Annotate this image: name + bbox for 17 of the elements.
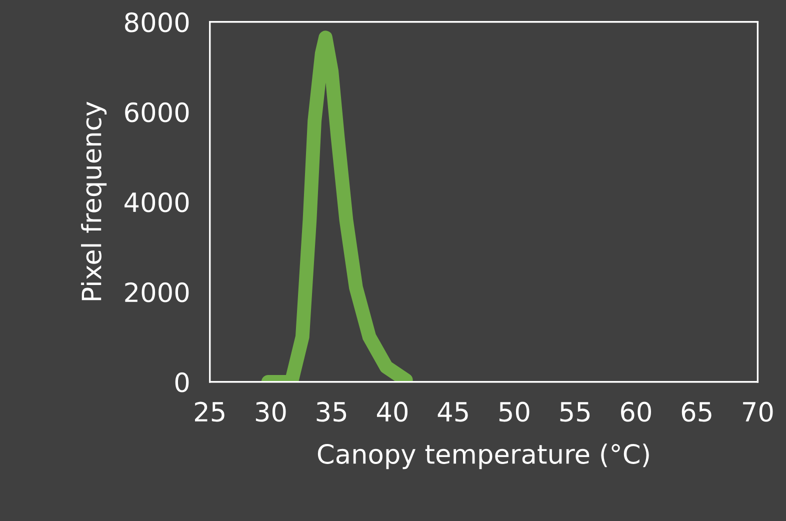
x-tick-label: 55 — [560, 402, 590, 422]
x-axis-title: Canopy temperature (°C) — [318, 444, 649, 470]
x-tick-label: 50 — [499, 402, 530, 422]
x-tick-label: 30 — [256, 402, 286, 422]
x-tick-label: 25 — [195, 402, 224, 422]
y-tick-label: 6000 — [125, 102, 189, 122]
y-tick-label: 8000 — [125, 12, 189, 32]
y-tick-label: 0 — [175, 372, 189, 392]
y-axis-title: Pixel frequency — [81, 102, 107, 300]
y-tick-label: 4000 — [124, 192, 189, 212]
x-tick-label: 65 — [682, 402, 712, 422]
x-tick-label: 70 — [743, 402, 773, 422]
x-tick-label: 35 — [316, 402, 346, 422]
x-tick-label: 40 — [376, 402, 408, 422]
x-tick-label: 45 — [438, 402, 468, 422]
x-tick-label: 60 — [621, 402, 651, 422]
y-tick-label: 2000 — [125, 282, 189, 302]
